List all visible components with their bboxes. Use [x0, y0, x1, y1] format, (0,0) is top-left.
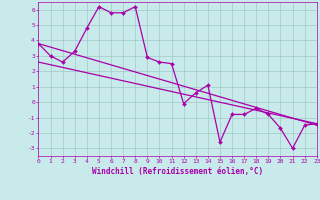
X-axis label: Windchill (Refroidissement éolien,°C): Windchill (Refroidissement éolien,°C) [92, 167, 263, 176]
